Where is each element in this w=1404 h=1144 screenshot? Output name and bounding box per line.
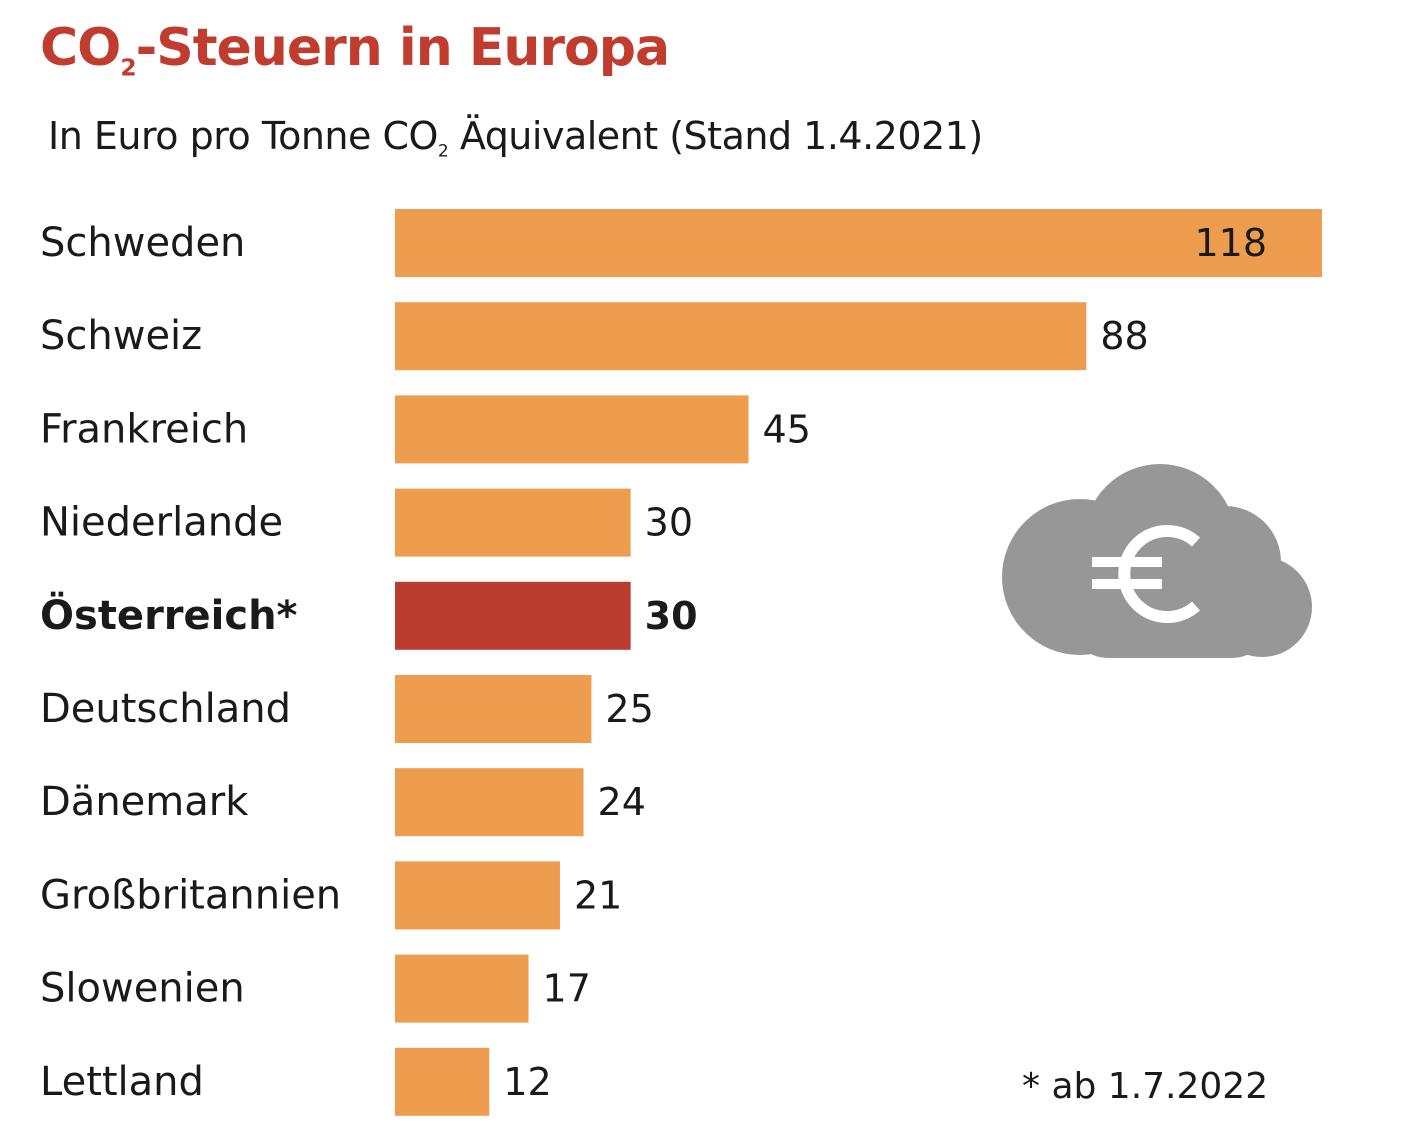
value-label-5: 25 — [605, 687, 653, 731]
bar-9 — [395, 1047, 490, 1116]
value-labels-group: 118 88 45 30 30 25 24 21 17 12 — [503, 221, 1267, 1104]
value-label-1: 88 — [1100, 314, 1148, 358]
category-label-3: Niederlande — [40, 500, 283, 546]
bars-group — [395, 209, 1322, 1116]
bar-0 — [395, 209, 1322, 277]
value-label-7: 21 — [574, 873, 622, 917]
bar-1 — [395, 302, 1087, 371]
bar-5 — [395, 675, 592, 743]
value-label-4: 30 — [645, 594, 698, 638]
bar-6 — [395, 768, 584, 837]
category-label-1: Schweiz — [40, 313, 202, 359]
category-label-2: Frankreich — [40, 406, 248, 452]
bar-4 — [395, 581, 631, 650]
value-label-3: 30 — [645, 501, 693, 545]
category-label-6: Dänemark — [40, 779, 249, 825]
category-labels-group: Schweden Schweiz Frankreich Niederlande Öste… — [40, 220, 341, 1105]
bar-3 — [395, 488, 631, 557]
value-label-2: 45 — [763, 407, 811, 451]
footnote: * ab 1.7.2022 — [1022, 1066, 1269, 1107]
cloud-euro-icon — [1002, 464, 1312, 658]
category-label-9: Lettland — [40, 1059, 204, 1105]
category-label-5: Deutschland — [40, 686, 291, 732]
category-label-8: Slowenien — [40, 966, 245, 1012]
euro-bar-top — [1092, 557, 1162, 567]
bar-7 — [395, 861, 560, 930]
category-label-0: Schweden — [40, 220, 245, 266]
euro-bar-bottom — [1092, 579, 1162, 589]
value-label-8: 17 — [543, 967, 591, 1011]
value-label-6: 24 — [598, 780, 646, 824]
value-label-9: 12 — [503, 1060, 551, 1104]
category-label-7: Großbritannien — [40, 872, 341, 918]
chart-title: CO2-Steuern in Europa — [40, 18, 670, 82]
bar-2 — [395, 395, 749, 464]
chart-subtitle: In Euro pro Tonne CO2 Äquivalent (Stand … — [48, 114, 983, 162]
euro-symbol — [1118, 525, 1200, 623]
value-label-0: 118 — [1194, 221, 1267, 265]
category-label-4: Österreich* — [40, 591, 298, 639]
bar-8 — [395, 954, 529, 1023]
